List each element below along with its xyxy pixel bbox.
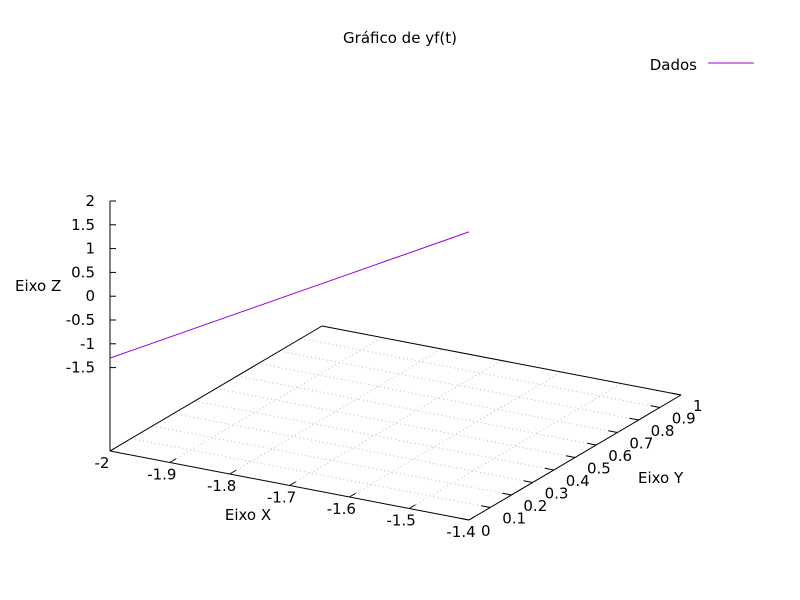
y-tick-label: 0.4 — [566, 472, 590, 490]
y-tick — [629, 417, 639, 421]
series — [109, 231, 470, 359]
y-tick — [650, 405, 660, 408]
x-tick — [408, 504, 416, 509]
z-tick-label: 1 — [85, 240, 95, 258]
y-tick-label: 0.1 — [502, 510, 526, 528]
y-tick — [608, 430, 618, 433]
x-tick — [349, 492, 356, 498]
y-tick-label: 0.6 — [608, 447, 632, 465]
grid-line-x — [349, 371, 562, 498]
base-edge-back — [321, 325, 682, 396]
series-line-0 — [109, 231, 470, 359]
x-tick — [289, 481, 297, 486]
y-tick — [587, 442, 597, 446]
grid — [109, 325, 682, 521]
grid-line-y — [237, 375, 597, 446]
y-tick-label: 0.9 — [672, 410, 696, 428]
y-tick-label: 1 — [693, 397, 703, 415]
y-tick-label: 0.2 — [523, 497, 547, 515]
y-tick — [523, 480, 533, 483]
z-tick-label: 0 — [85, 287, 95, 305]
grid-line-x — [289, 360, 502, 486]
legend-label: Dados — [650, 56, 697, 74]
grid-line-y — [194, 400, 554, 471]
y-tick-label: 0 — [481, 522, 491, 540]
x-tick-label: -2 — [95, 454, 110, 472]
y-tick — [481, 505, 491, 508]
ticks: -2-1.9-1.8-1.7-1.6-1.5-1.4 00.10.20.30.40… — [66, 192, 703, 541]
y-tick-label: 0.7 — [629, 435, 653, 453]
y-tick — [502, 492, 512, 496]
grid-line-y — [152, 425, 512, 496]
grid-line-y — [300, 338, 660, 408]
y-tick — [544, 467, 554, 471]
x-tick-label: -1.7 — [267, 489, 296, 507]
y-tick-label: 0.5 — [587, 460, 611, 478]
chart-title: Gráfico de yf(t) — [343, 29, 457, 47]
z-axis-label: Eixo Z — [15, 277, 61, 295]
y-axis-label: Eixo Y — [638, 469, 684, 487]
x-tick-label: -1.4 — [446, 523, 475, 541]
grid-line-x — [229, 348, 442, 475]
x-tick — [229, 469, 237, 475]
grid-line-y — [173, 413, 533, 483]
z-tick-label: -1.5 — [66, 359, 95, 377]
grid-line-y — [215, 388, 576, 458]
base-edge-left — [109, 325, 323, 452]
z-tick-label: 1.5 — [71, 216, 95, 234]
x-tick-label: -1.6 — [327, 500, 356, 518]
legend: Dados — [650, 56, 754, 74]
z-tick-label: -1 — [80, 335, 95, 353]
x-tick — [169, 458, 177, 463]
grid-line-y — [258, 363, 618, 433]
y-tick-label: 0.8 — [651, 422, 675, 440]
x-axis-label: Eixo X — [225, 506, 271, 524]
x-tick-label: -1.5 — [387, 512, 416, 530]
x-tick — [109, 446, 117, 452]
grid-line-y — [279, 350, 639, 421]
y-tick-label: 0.3 — [545, 485, 569, 503]
z-tick-label: 0.5 — [71, 263, 95, 281]
y-tick — [565, 455, 576, 458]
grid-line-y — [131, 438, 491, 508]
z-tick-label: 2 — [85, 192, 95, 210]
x-tick-label: -1.9 — [147, 466, 176, 484]
z-tick-label: -0.5 — [66, 311, 95, 329]
x-tick-label: -1.8 — [207, 477, 236, 495]
x-tick — [468, 515, 476, 521]
y-tick — [459, 517, 470, 521]
y-tick — [671, 392, 682, 396]
